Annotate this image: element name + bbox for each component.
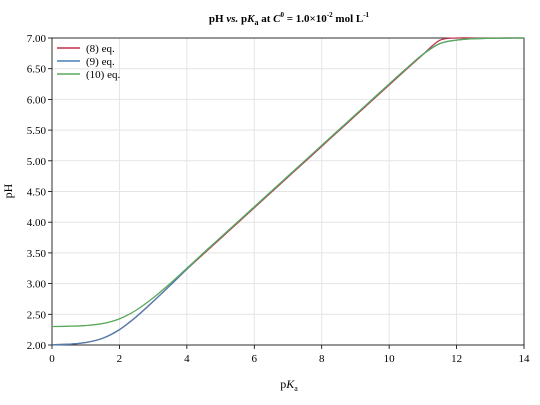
y-tick-label: 4.50 xyxy=(27,187,47,199)
x-axis-label: pKa xyxy=(280,377,298,393)
legend-label: (9) eq. xyxy=(86,56,115,68)
series-layer xyxy=(51,37,525,346)
x-tick-label: 6 xyxy=(252,353,258,365)
y-tick-label: 7.00 xyxy=(27,33,47,45)
y-tick-label: 2.00 xyxy=(27,340,47,352)
legend-label: (10) eq. xyxy=(86,69,120,81)
x-tick-label: 8 xyxy=(319,353,325,365)
y-tick-label: 6.00 xyxy=(27,94,47,106)
y-tick-label: 2.50 xyxy=(27,309,47,321)
ticks: 0 2 4 6 8 10 12 14 2.00 2.50 3.00 3.50 4.00 4.50 5.00 5… xyxy=(27,33,530,365)
x-tick-label: 10 xyxy=(384,353,396,365)
y-axis-label: pH xyxy=(1,183,15,198)
legend: (8) eq.(9) eq.(10) eq. xyxy=(57,43,120,81)
series-line-3 xyxy=(51,37,525,328)
x-tick-label: 2 xyxy=(117,353,123,365)
y-tick-label: 5.50 xyxy=(27,125,47,137)
y-tick-label: 3.50 xyxy=(27,248,47,260)
y-tick-label: 5.00 xyxy=(27,156,47,168)
x-tick-label: 4 xyxy=(184,353,190,365)
x-tick-label: 14 xyxy=(519,353,531,365)
y-tick-label: 4.00 xyxy=(27,217,47,229)
legend-label: (8) eq. xyxy=(86,43,115,55)
grid xyxy=(51,37,525,346)
x-tick-label: 12 xyxy=(451,353,462,365)
y-tick-label: 3.00 xyxy=(27,279,47,291)
y-tick-label: 6.50 xyxy=(27,64,47,76)
chart-title: pH vs. pKa at C0 = 1.0×10-2 mol L-1 xyxy=(209,11,370,27)
x-tick-label: 0 xyxy=(49,353,55,365)
